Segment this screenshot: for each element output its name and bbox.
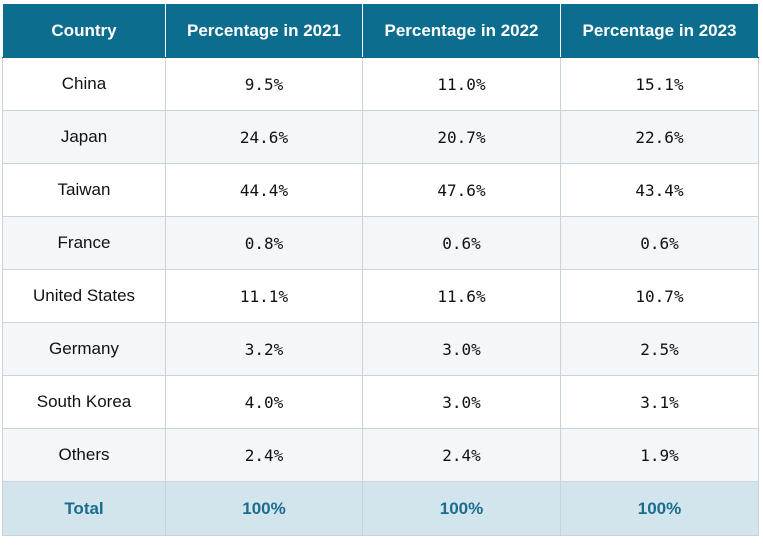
table-header: Country Percentage in 2021 Percentage in…	[2, 3, 759, 58]
percentage-2022-cell: 11.0%	[362, 57, 561, 111]
table-row: Taiwan 44.4% 47.6% 43.4%	[2, 163, 759, 217]
country-cell: United States	[2, 269, 166, 323]
country-cell: Others	[2, 428, 166, 482]
country-cell: South Korea	[2, 375, 166, 429]
table-row: United States 11.1% 11.6% 10.7%	[2, 269, 759, 323]
percentage-2023-cell: 43.4%	[560, 163, 759, 217]
total-label: Total	[2, 481, 166, 536]
table-row: China 9.5% 11.0% 15.1%	[2, 57, 759, 111]
percentage-2023-cell: 1.9%	[560, 428, 759, 482]
column-header-country: Country	[2, 3, 166, 58]
percentage-2022-cell: 3.0%	[362, 375, 561, 429]
percentage-2022-cell: 0.6%	[362, 216, 561, 270]
percentage-2022-cell: 20.7%	[362, 110, 561, 164]
country-cell: France	[2, 216, 166, 270]
country-cell: Taiwan	[2, 163, 166, 217]
percentage-2021-cell: 11.1%	[165, 269, 363, 323]
total-2022-cell: 100%	[362, 481, 561, 536]
percentage-2022-cell: 47.6%	[362, 163, 561, 217]
percentage-by-country-table: Country Percentage in 2021 Percentage in…	[2, 3, 759, 536]
table-row: South Korea 4.0% 3.0% 3.1%	[2, 375, 759, 429]
percentage-2023-cell: 15.1%	[560, 57, 759, 111]
country-cell: Germany	[2, 322, 166, 376]
table-row: Others 2.4% 2.4% 1.9%	[2, 428, 759, 482]
header-row: Country Percentage in 2021 Percentage in…	[2, 3, 759, 58]
column-header-2023: Percentage in 2023	[560, 3, 759, 58]
country-cell: Japan	[2, 110, 166, 164]
percentage-2022-cell: 11.6%	[362, 269, 561, 323]
table-row: Germany 3.2% 3.0% 2.5%	[2, 322, 759, 376]
total-2021-cell: 100%	[165, 481, 363, 536]
percentage-2023-cell: 10.7%	[560, 269, 759, 323]
column-header-2022: Percentage in 2022	[362, 3, 561, 58]
table-row: Japan 24.6% 20.7% 22.6%	[2, 110, 759, 164]
percentage-2021-cell: 24.6%	[165, 110, 363, 164]
table-footer: Total 100% 100% 100%	[2, 481, 759, 536]
percentage-2023-cell: 3.1%	[560, 375, 759, 429]
percentage-2023-cell: 22.6%	[560, 110, 759, 164]
percentage-2021-cell: 2.4%	[165, 428, 363, 482]
percentage-2021-cell: 44.4%	[165, 163, 363, 217]
percentage-2021-cell: 9.5%	[165, 57, 363, 111]
percentage-2023-cell: 0.6%	[560, 216, 759, 270]
total-row: Total 100% 100% 100%	[2, 481, 759, 536]
percentage-2022-cell: 3.0%	[362, 322, 561, 376]
percentage-2023-cell: 2.5%	[560, 322, 759, 376]
column-header-2021: Percentage in 2021	[165, 3, 363, 58]
table-body: China 9.5% 11.0% 15.1% Japan 24.6% 20.7%…	[2, 57, 759, 482]
percentage-2021-cell: 0.8%	[165, 216, 363, 270]
table-row: France 0.8% 0.6% 0.6%	[2, 216, 759, 270]
country-cell: China	[2, 57, 166, 111]
percentage-2021-cell: 3.2%	[165, 322, 363, 376]
percentage-2022-cell: 2.4%	[362, 428, 561, 482]
total-2023-cell: 100%	[560, 481, 759, 536]
percentage-2021-cell: 4.0%	[165, 375, 363, 429]
